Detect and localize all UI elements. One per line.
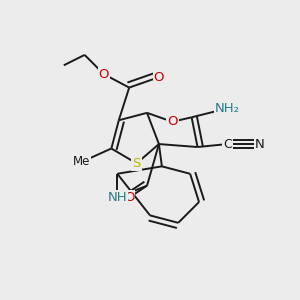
Text: Me: Me (73, 155, 90, 168)
Text: O: O (167, 115, 178, 128)
Text: NH: NH (107, 191, 127, 204)
Text: O: O (124, 191, 134, 204)
Text: O: O (154, 71, 164, 84)
Text: S: S (132, 157, 141, 170)
Text: C: C (223, 138, 232, 151)
Text: N: N (255, 138, 265, 151)
Text: NH₂: NH₂ (215, 102, 240, 115)
Text: O: O (99, 68, 109, 81)
